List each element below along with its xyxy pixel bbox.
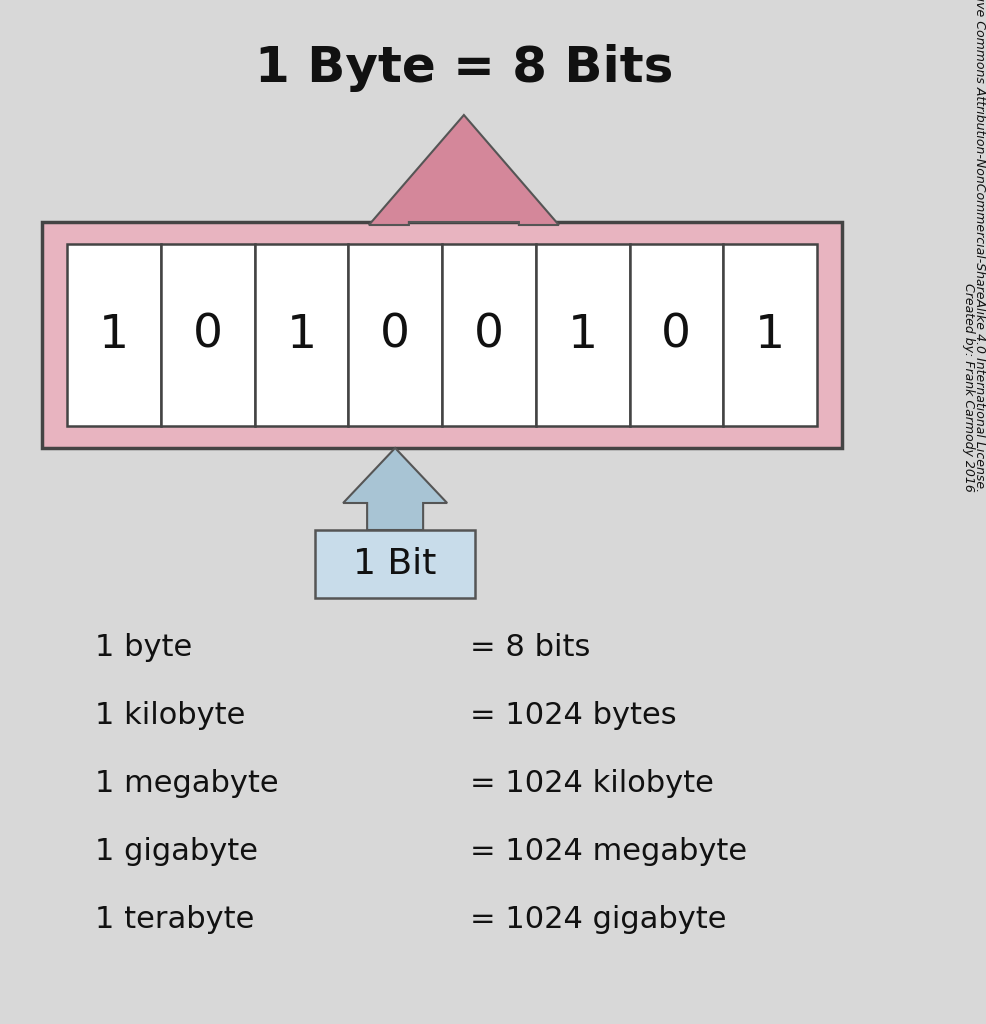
FancyBboxPatch shape <box>442 244 535 426</box>
FancyBboxPatch shape <box>67 244 161 426</box>
Text: 1 Byte = 8 Bits: 1 Byte = 8 Bits <box>254 44 672 92</box>
Text: = 1024 megabyte: = 1024 megabyte <box>469 838 746 866</box>
Text: 1 byte: 1 byte <box>95 634 192 663</box>
FancyBboxPatch shape <box>535 244 629 426</box>
Text: = 1024 gigabyte: = 1024 gigabyte <box>469 905 726 935</box>
Text: = 1024 kilobyte: = 1024 kilobyte <box>469 769 713 799</box>
Text: 1: 1 <box>754 312 785 357</box>
Text: = 1024 bytes: = 1024 bytes <box>469 701 676 730</box>
Text: Created by: Frank Carmody 2016: Created by: Frank Carmody 2016 <box>961 283 974 492</box>
Text: 1 kilobyte: 1 kilobyte <box>95 701 246 730</box>
FancyBboxPatch shape <box>315 530 474 598</box>
Text: 1 Bit: 1 Bit <box>353 547 437 581</box>
FancyBboxPatch shape <box>161 244 254 426</box>
Text: License: Creative Commons Attribution-NonCommercial-ShareAlike 4.0 International: License: Creative Commons Attribution-No… <box>972 0 985 492</box>
Polygon shape <box>343 449 447 530</box>
Text: 0: 0 <box>380 312 410 357</box>
FancyBboxPatch shape <box>42 222 841 449</box>
Polygon shape <box>369 115 558 225</box>
Text: 1: 1 <box>567 312 598 357</box>
FancyBboxPatch shape <box>723 244 816 426</box>
Text: 0: 0 <box>661 312 690 357</box>
FancyBboxPatch shape <box>348 244 442 426</box>
Text: 1: 1 <box>286 312 317 357</box>
Text: 1 terabyte: 1 terabyte <box>95 905 254 935</box>
Text: 0: 0 <box>192 312 223 357</box>
FancyBboxPatch shape <box>254 244 348 426</box>
Text: = 8 bits: = 8 bits <box>469 634 590 663</box>
FancyBboxPatch shape <box>629 244 723 426</box>
Text: 1: 1 <box>99 312 129 357</box>
Text: 0: 0 <box>473 312 504 357</box>
Text: 1 megabyte: 1 megabyte <box>95 769 278 799</box>
Text: 1 gigabyte: 1 gigabyte <box>95 838 257 866</box>
